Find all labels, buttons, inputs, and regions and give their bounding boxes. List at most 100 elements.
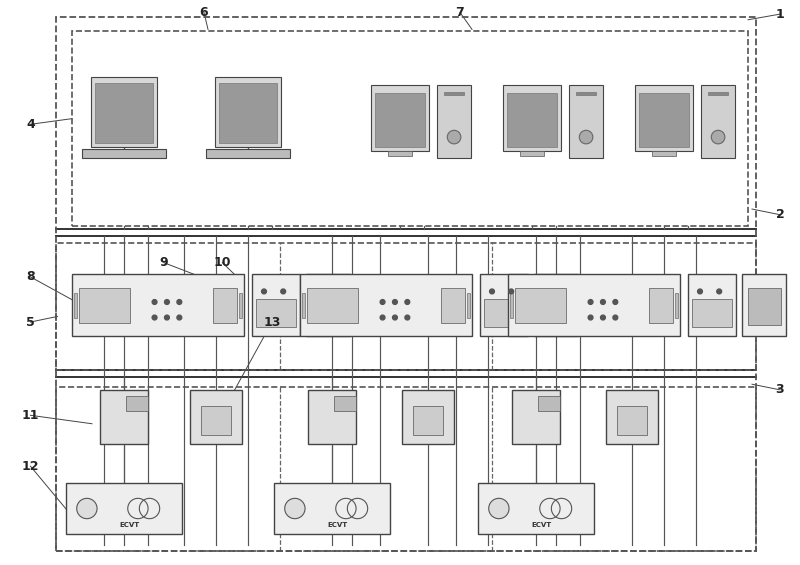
Bar (308, 390, 356, 444)
Circle shape (711, 131, 725, 144)
Circle shape (380, 315, 385, 320)
Circle shape (613, 299, 618, 305)
Bar (371, 85, 429, 150)
Circle shape (262, 289, 266, 294)
Circle shape (613, 315, 618, 320)
Bar (507, 93, 557, 147)
Bar (307, 288, 358, 323)
Bar (252, 274, 300, 336)
Bar (569, 85, 603, 158)
Circle shape (601, 315, 606, 320)
Bar (94, 84, 154, 143)
Text: 6: 6 (200, 6, 208, 19)
Bar (692, 299, 732, 327)
Bar (618, 406, 646, 436)
Bar (56, 243, 756, 370)
Circle shape (152, 299, 157, 305)
Bar (649, 288, 673, 323)
Bar (414, 406, 442, 436)
Bar (82, 149, 166, 158)
Bar (653, 150, 675, 157)
Circle shape (405, 315, 410, 320)
Bar (503, 85, 561, 150)
Text: 9: 9 (160, 256, 168, 270)
Circle shape (177, 299, 182, 305)
Bar (91, 77, 157, 147)
Bar (213, 288, 237, 323)
Bar (306, 274, 350, 336)
Bar (56, 17, 756, 551)
Bar (675, 293, 678, 318)
Circle shape (152, 315, 157, 320)
Bar (206, 149, 290, 158)
Text: ECVT: ECVT (328, 522, 348, 528)
Bar (72, 274, 244, 336)
Bar (639, 93, 689, 147)
Bar (484, 299, 524, 327)
Circle shape (285, 498, 305, 519)
Circle shape (447, 131, 461, 144)
Bar (688, 274, 736, 336)
Bar (510, 293, 513, 318)
Bar (576, 92, 597, 95)
Bar (512, 390, 560, 444)
Circle shape (698, 289, 702, 294)
Bar (606, 390, 658, 444)
Bar (256, 299, 296, 327)
Bar (635, 85, 693, 150)
Bar (748, 288, 781, 325)
Circle shape (165, 299, 170, 305)
Text: 10: 10 (214, 256, 231, 270)
Text: 5: 5 (26, 315, 34, 329)
Bar (100, 390, 148, 444)
Bar (742, 274, 786, 336)
Circle shape (588, 299, 593, 305)
Text: 8: 8 (26, 270, 34, 284)
Bar (215, 77, 281, 147)
Circle shape (393, 315, 398, 320)
Bar (534, 274, 578, 336)
Bar (79, 288, 130, 323)
Bar (480, 274, 528, 336)
Circle shape (165, 315, 170, 320)
Bar (389, 150, 411, 157)
Bar (375, 93, 425, 147)
Bar (218, 84, 278, 143)
Text: 1: 1 (776, 7, 784, 21)
Circle shape (579, 131, 593, 144)
Circle shape (601, 299, 606, 305)
Bar (515, 288, 566, 323)
Text: 13: 13 (263, 315, 281, 329)
Circle shape (490, 289, 494, 294)
Text: 2: 2 (776, 208, 784, 221)
Bar (312, 288, 345, 325)
Bar (274, 483, 390, 534)
Bar (334, 396, 356, 411)
Text: 11: 11 (22, 408, 39, 422)
Bar (56, 387, 756, 551)
Bar (302, 293, 305, 318)
Text: 3: 3 (776, 383, 784, 397)
Bar (74, 293, 77, 318)
Bar (478, 483, 594, 534)
Bar (540, 288, 573, 325)
Bar (72, 31, 748, 226)
Circle shape (588, 315, 593, 320)
Text: ECVT: ECVT (120, 522, 140, 528)
Circle shape (509, 289, 514, 294)
Text: 7: 7 (456, 6, 464, 19)
Bar (538, 396, 560, 411)
Bar (708, 92, 729, 95)
Circle shape (393, 299, 398, 305)
Bar (126, 396, 148, 411)
Bar (441, 288, 465, 323)
Text: 12: 12 (22, 459, 39, 473)
Circle shape (717, 289, 722, 294)
Bar (437, 85, 471, 158)
Bar (300, 274, 472, 336)
Bar (521, 150, 543, 157)
Text: ECVT: ECVT (532, 522, 552, 528)
Bar (402, 390, 454, 444)
Circle shape (77, 498, 97, 519)
Bar (467, 293, 470, 318)
